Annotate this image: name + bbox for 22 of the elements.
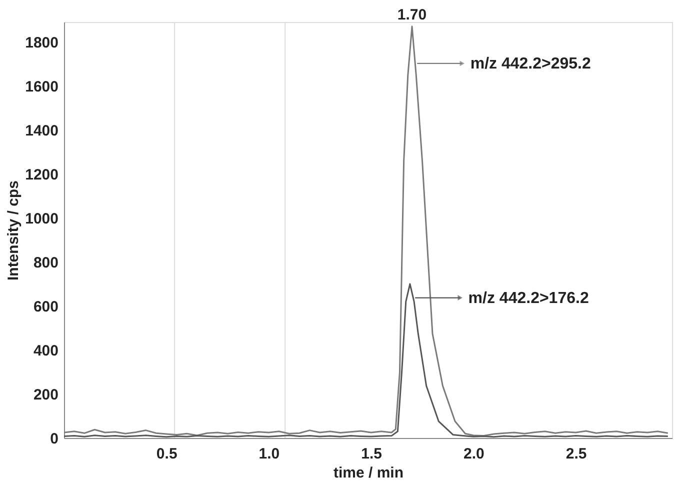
- legend-label: m/z 442.2>176.2: [468, 290, 589, 307]
- x-axis-title: time / min: [333, 464, 404, 482]
- x-tick-label: 1.0: [258, 446, 280, 462]
- x-tick-label: 1.5: [361, 446, 382, 462]
- y-tick-label: 1600: [25, 78, 58, 96]
- y-tick-label: 400: [33, 342, 58, 360]
- y-tick-label: 1400: [25, 122, 58, 140]
- legend-label: m/z 442.2>295.2: [470, 55, 591, 72]
- y-tick-label: 1000: [25, 210, 58, 228]
- line-series: [63, 283, 669, 438]
- y-axis-title: Intensity / cps: [5, 180, 22, 281]
- y-tick-label: 0: [50, 430, 58, 448]
- y-tick-label: 1200: [25, 166, 58, 184]
- y-tick-label: 600: [33, 298, 58, 316]
- y-tick-label: 800: [33, 254, 58, 272]
- x-tick-label: 0.5: [156, 446, 178, 462]
- x-tick-label: 2.0: [464, 446, 484, 462]
- annotation: 1.70: [397, 6, 427, 24]
- x-tick-label: 2.5: [566, 446, 587, 462]
- y-tick-label: 200: [33, 386, 58, 404]
- line-series: [63, 26, 669, 437]
- y-tick-label: 1800: [25, 34, 58, 52]
